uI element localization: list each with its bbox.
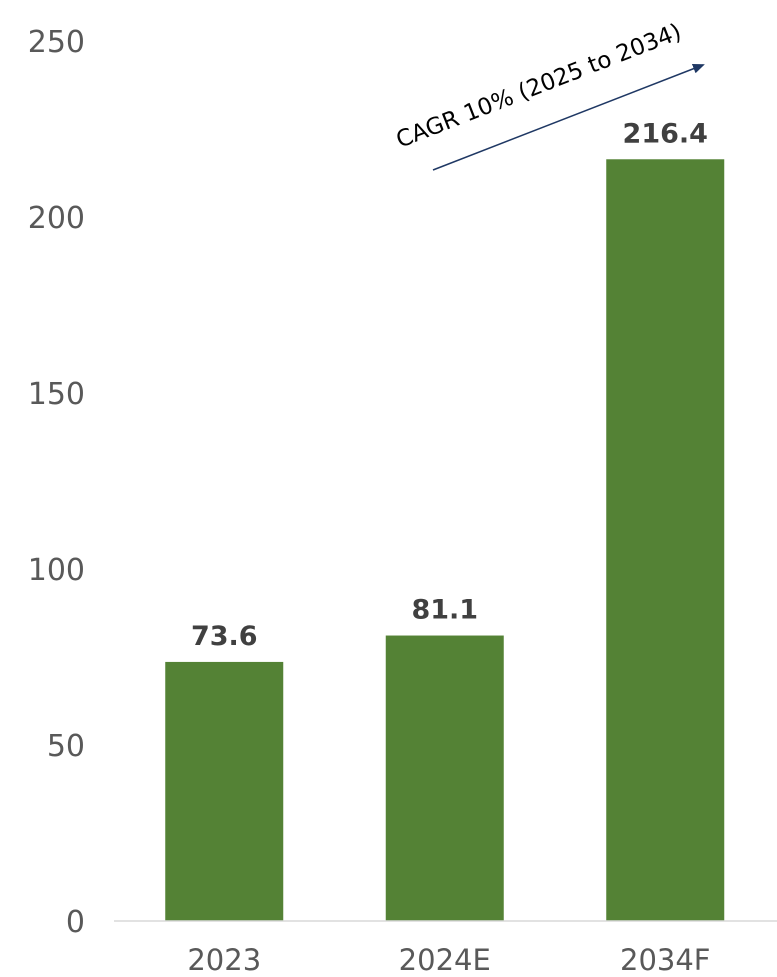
y-tick-label: 50	[47, 729, 85, 764]
y-axis-ticks: 0 50 100 150 200 250	[28, 25, 85, 940]
bar-value-label: 73.6	[191, 621, 258, 652]
x-category-label: 2034F	[620, 943, 710, 977]
x-category-label: 2024E	[399, 943, 491, 977]
bars	[165, 159, 725, 922]
y-tick-label: 150	[28, 377, 85, 412]
x-category-label: 2023	[187, 943, 261, 977]
bar	[606, 159, 725, 922]
y-tick-label: 200	[28, 201, 85, 236]
bar-value-label: 216.4	[623, 118, 708, 149]
y-tick-label: 0	[66, 905, 85, 940]
y-tick-label: 250	[28, 25, 85, 60]
x-axis-categories: 2023 2024E 2034F	[187, 943, 710, 977]
value-labels: 73.6 81.1 216.4	[191, 118, 708, 652]
bar	[385, 635, 504, 921]
y-tick-label: 100	[28, 553, 85, 588]
cagr-arrow	[432, 63, 705, 171]
bar	[165, 661, 284, 921]
bar-value-label: 81.1	[411, 595, 478, 626]
